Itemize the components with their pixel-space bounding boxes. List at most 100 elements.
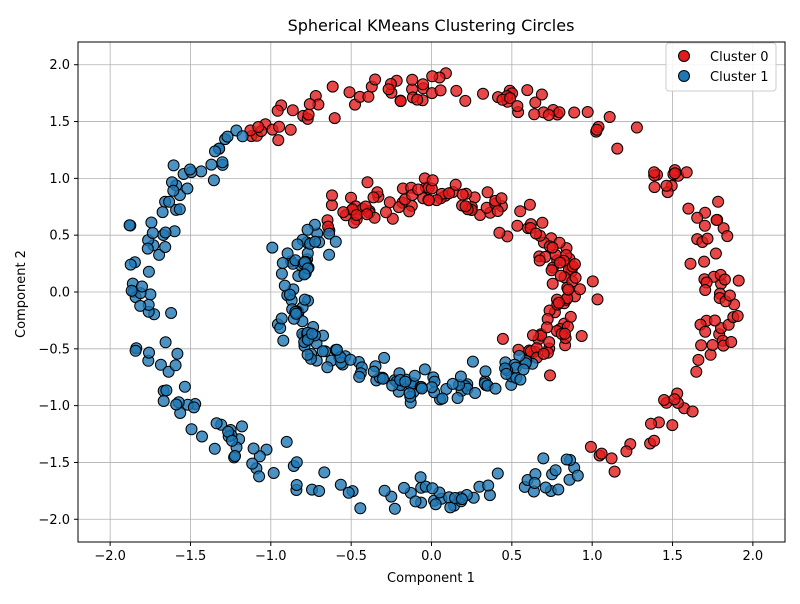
data-point-cluster-1	[283, 288, 296, 301]
data-point-cluster-0	[271, 104, 284, 117]
data-point-cluster-0	[380, 206, 392, 219]
data-point-cluster-0	[686, 405, 699, 418]
data-point-cluster-0	[701, 232, 714, 245]
data-point-cluster-0	[493, 226, 506, 239]
data-point-cluster-1	[275, 267, 288, 280]
data-point-cluster-1	[276, 257, 289, 269]
data-point-cluster-1	[436, 392, 449, 405]
data-point-cluster-1	[500, 367, 513, 380]
data-point-cluster-0	[273, 120, 286, 133]
data-point-cluster-0	[564, 310, 577, 323]
y-axis-label: Component 2	[14, 250, 29, 338]
y-tick-label: −0.5	[38, 342, 70, 357]
data-point-cluster-0	[382, 83, 395, 96]
data-point-cluster-0	[554, 256, 566, 269]
data-point-cluster-1	[353, 370, 366, 383]
data-point-cluster-0	[523, 198, 536, 211]
data-point-cluster-0	[426, 174, 439, 187]
data-point-cluster-0	[669, 167, 681, 180]
data-point-cluster-1	[123, 219, 136, 232]
data-point-cluster-0	[562, 283, 575, 296]
data-point-cluster-1	[344, 353, 357, 366]
data-point-cluster-0	[411, 93, 424, 106]
data-point-cluster-1	[159, 226, 172, 239]
data-point-cluster-0	[718, 273, 731, 286]
data-point-cluster-1	[290, 456, 303, 469]
data-point-cluster-1	[187, 401, 200, 414]
data-point-cluster-0	[529, 96, 542, 109]
legend-box	[665, 42, 777, 92]
data-point-cluster-0	[383, 196, 396, 209]
data-point-cluster-1	[129, 344, 142, 357]
data-point-cluster-0	[284, 123, 297, 136]
data-point-cluster-1	[236, 420, 248, 433]
data-point-cluster-0	[514, 205, 527, 218]
data-point-cluster-0	[605, 452, 618, 465]
data-point-cluster-1	[154, 358, 167, 371]
data-point-cluster-0	[302, 108, 315, 121]
legend-label-cluster-0: Cluster 0	[710, 50, 769, 65]
data-point-cluster-1	[425, 381, 438, 394]
data-point-cluster-1	[196, 430, 208, 443]
data-point-cluster-1	[184, 163, 196, 176]
data-point-cluster-1	[409, 495, 422, 508]
data-point-cluster-0	[568, 106, 581, 119]
data-point-cluster-1	[267, 467, 280, 479]
data-point-cluster-0	[530, 227, 542, 240]
data-point-cluster-0	[543, 336, 556, 349]
data-point-cluster-1	[479, 365, 492, 378]
data-point-cluster-1	[318, 466, 331, 479]
data-point-cluster-0	[708, 314, 721, 327]
data-point-cluster-0	[326, 189, 338, 202]
data-point-cluster-0	[403, 205, 416, 218]
data-point-cluster-0	[537, 347, 550, 360]
y-tick-label: 1.0	[49, 172, 70, 187]
data-point-cluster-0	[527, 329, 539, 342]
data-point-cluster-0	[648, 181, 661, 194]
data-point-cluster-0	[544, 369, 556, 382]
data-point-cluster-1	[246, 457, 259, 470]
data-point-cluster-1	[377, 372, 389, 385]
data-point-cluster-1	[169, 359, 182, 372]
data-point-cluster-0	[459, 200, 472, 213]
data-point-cluster-0	[682, 202, 695, 215]
data-point-cluster-0	[712, 195, 725, 208]
data-point-cluster-1	[334, 478, 347, 491]
data-point-cluster-1	[181, 182, 194, 195]
data-point-cluster-0	[350, 209, 363, 221]
data-point-cluster-1	[145, 216, 158, 229]
data-point-cluster-1	[451, 392, 464, 404]
data-point-cluster-1	[173, 203, 186, 216]
data-point-cluster-1	[141, 242, 154, 255]
data-point-cluster-0	[648, 166, 661, 179]
data-point-cluster-1	[329, 235, 342, 248]
data-point-cluster-0	[586, 275, 599, 288]
data-point-cluster-0	[611, 142, 624, 155]
data-point-cluster-0	[481, 186, 494, 199]
data-point-cluster-0	[645, 417, 657, 430]
chart-title: Spherical KMeans Clustering Circles	[288, 16, 575, 35]
data-point-cluster-0	[595, 447, 608, 460]
data-point-cluster-1	[321, 361, 334, 374]
data-point-cluster-1	[205, 158, 218, 171]
data-point-cluster-0	[698, 255, 711, 268]
data-point-cluster-1	[482, 479, 495, 492]
data-point-cluster-1	[229, 450, 241, 462]
data-point-cluster-0	[630, 121, 643, 134]
data-point-cluster-0	[443, 187, 455, 200]
data-point-cluster-1	[253, 470, 266, 483]
data-point-cluster-0	[542, 109, 555, 121]
data-point-cluster-0	[691, 211, 704, 224]
data-point-cluster-0	[367, 191, 380, 204]
data-point-cluster-1	[178, 380, 191, 393]
data-point-cluster-1	[216, 156, 229, 169]
data-point-cluster-1	[156, 206, 169, 219]
y-tick-label: −2.0	[38, 513, 70, 528]
data-point-cluster-1	[301, 223, 314, 236]
data-point-cluster-0	[709, 247, 722, 260]
x-tick-label: −1.0	[255, 549, 287, 564]
data-point-cluster-1	[528, 477, 541, 489]
data-point-cluster-0	[725, 336, 738, 348]
grid-layer	[78, 42, 785, 542]
